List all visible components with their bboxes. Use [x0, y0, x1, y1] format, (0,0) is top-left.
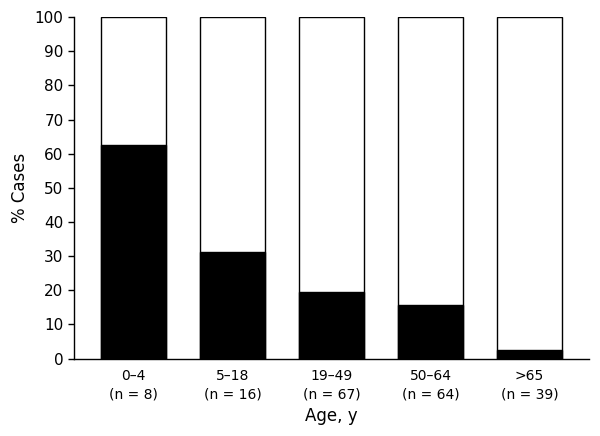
- Bar: [200, 252, 265, 358]
- Bar: [299, 17, 364, 358]
- Bar: [398, 305, 463, 358]
- Bar: [497, 17, 562, 358]
- X-axis label: Age, y: Age, y: [305, 407, 358, 425]
- Bar: [497, 350, 562, 358]
- Bar: [299, 292, 364, 358]
- Bar: [200, 17, 265, 358]
- Y-axis label: % Cases: % Cases: [11, 153, 29, 223]
- Bar: [101, 17, 166, 358]
- Bar: [398, 17, 463, 358]
- Bar: [101, 145, 166, 358]
